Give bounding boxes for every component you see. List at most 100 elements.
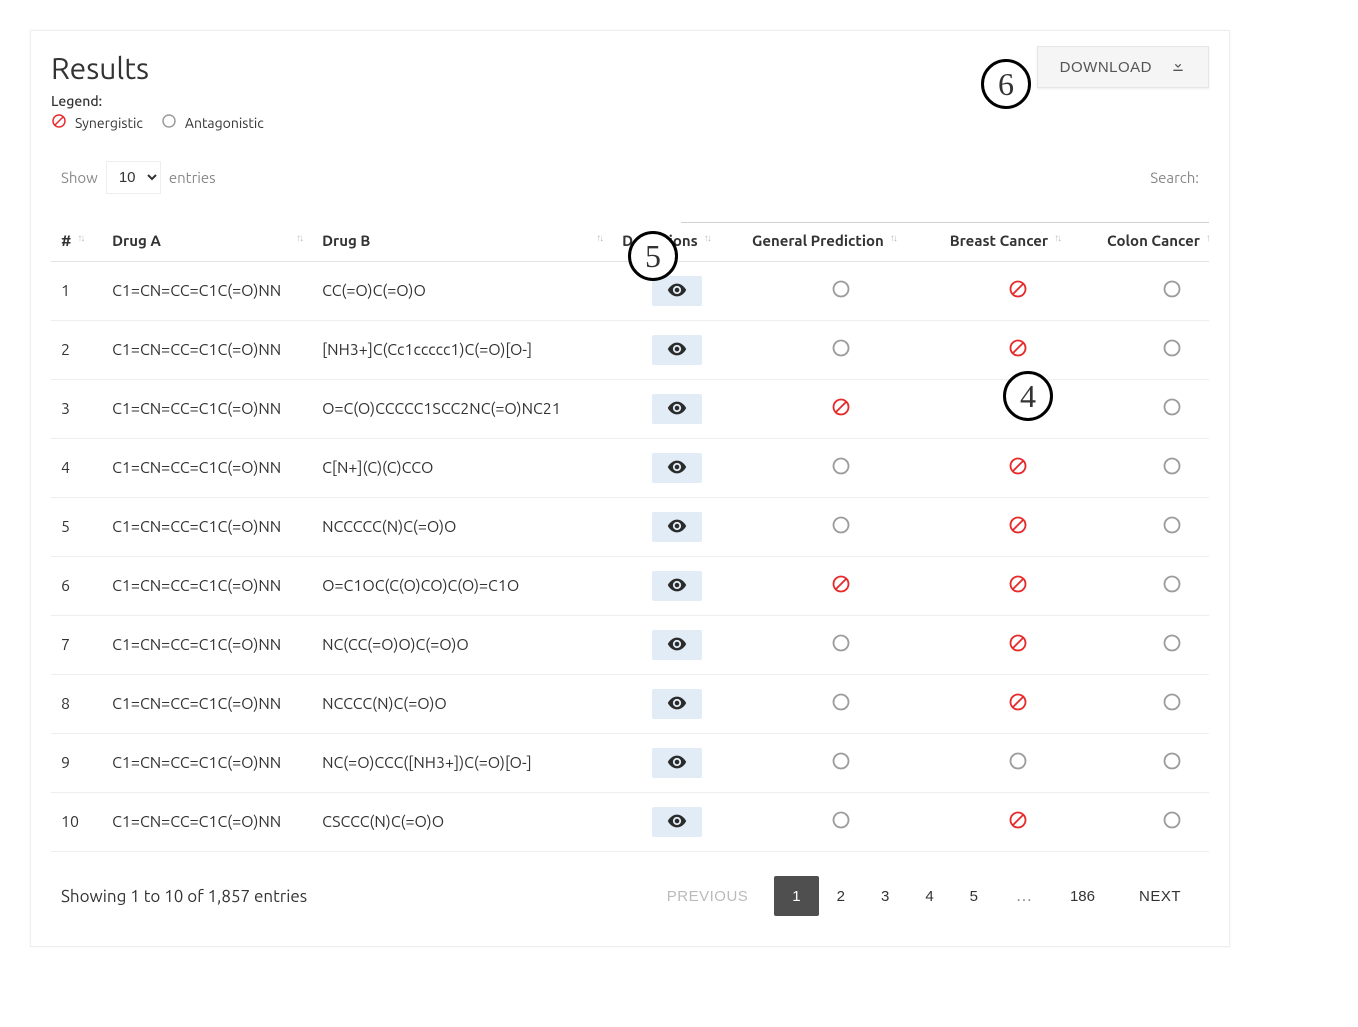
synergistic-icon xyxy=(831,574,851,594)
cell-index: 7 xyxy=(51,616,102,675)
antagonistic-icon xyxy=(831,751,851,771)
download-icon xyxy=(1170,57,1186,77)
antagonistic-icon xyxy=(1162,692,1182,712)
cell-colon xyxy=(1097,734,1209,793)
col-general[interactable]: General Prediction↑↓ xyxy=(742,222,940,262)
cell-colon xyxy=(1097,380,1209,439)
cell-general xyxy=(742,734,940,793)
page-1[interactable]: 1 xyxy=(774,876,818,916)
depiction-button[interactable] xyxy=(652,630,702,660)
col-drug-b[interactable]: Drug B↑↓ xyxy=(312,222,612,262)
cell-colon xyxy=(1097,498,1209,557)
cell-drug-b: C[N+](C)(C)CCO xyxy=(312,439,612,498)
next-button[interactable]: NEXT xyxy=(1121,876,1199,916)
antagonistic-icon xyxy=(1162,515,1182,535)
results-table: #↑↓ Drug A↑↓ Drug B↑↓ Depictions↑↓ Gener… xyxy=(51,222,1209,852)
antagonistic-icon xyxy=(831,338,851,358)
cell-colon xyxy=(1097,793,1209,852)
depiction-button[interactable] xyxy=(652,512,702,542)
synergistic-icon xyxy=(1008,279,1028,299)
legend-antagonistic: Antagonistic xyxy=(161,113,264,133)
cell-breast xyxy=(940,734,1097,793)
cell-index: 8 xyxy=(51,675,102,734)
cell-index: 1 xyxy=(51,262,102,321)
eye-icon xyxy=(666,574,688,599)
eye-icon xyxy=(666,338,688,363)
cell-breast xyxy=(940,675,1097,734)
cell-index: 10 xyxy=(51,793,102,852)
col-index[interactable]: #↑↓ xyxy=(51,222,102,262)
cell-drug-b: O=C(O)CCCCC1SCC2NC(=O)NC21 xyxy=(312,380,612,439)
cell-drug-b: NCCCC(N)C(=O)O xyxy=(312,675,612,734)
cell-index: 6 xyxy=(51,557,102,616)
table-row: 6C1=CN=CC=C1C(=O)NNO=C1OC(C(O)CO)C(O)=C1… xyxy=(51,557,1209,616)
cell-breast xyxy=(940,557,1097,616)
synergistic-icon xyxy=(1008,456,1028,476)
cell-general xyxy=(742,557,940,616)
search-label: Search: xyxy=(1150,169,1199,186)
cell-drug-a: C1=CN=CC=C1C(=O)NN xyxy=(102,262,312,321)
eye-icon xyxy=(666,515,688,540)
antagonistic-icon xyxy=(831,692,851,712)
cell-drug-b: NC(CC(=O)O)C(=O)O xyxy=(312,616,612,675)
page-title: Results xyxy=(51,51,149,85)
antagonistic-icon xyxy=(1008,751,1028,771)
callout-4: 4 xyxy=(1003,371,1053,421)
col-drug-a[interactable]: Drug A↑↓ xyxy=(102,222,312,262)
eye-icon xyxy=(666,397,688,422)
antagonistic-icon xyxy=(831,810,851,830)
callout-6: 6 xyxy=(981,59,1031,109)
cell-index: 5 xyxy=(51,498,102,557)
eye-icon xyxy=(666,692,688,717)
antagonistic-icon xyxy=(1162,810,1182,830)
table-row: 8C1=CN=CC=C1C(=O)NNNCCCC(N)C(=O)O xyxy=(51,675,1209,734)
cell-colon xyxy=(1097,557,1209,616)
cell-index: 3 xyxy=(51,380,102,439)
antagonistic-icon xyxy=(1162,279,1182,299)
depiction-button[interactable] xyxy=(652,453,702,483)
cell-general xyxy=(742,498,940,557)
table-row: 1C1=CN=CC=C1C(=O)NNCC(=O)C(=O)O xyxy=(51,262,1209,321)
antagonistic-icon xyxy=(1162,633,1182,653)
cell-colon xyxy=(1097,262,1209,321)
synergistic-icon xyxy=(1008,633,1028,653)
depiction-button[interactable] xyxy=(652,276,702,306)
page-last[interactable]: 186 xyxy=(1052,876,1113,916)
page-4[interactable]: 4 xyxy=(907,876,951,916)
cell-colon xyxy=(1097,675,1209,734)
cell-general xyxy=(742,380,940,439)
cell-drug-b: [NH3+]C(Cc1ccccc1)C(=O)[O-] xyxy=(312,321,612,380)
table-scroll[interactable]: #↑↓ Drug A↑↓ Drug B↑↓ Depictions↑↓ Gener… xyxy=(51,222,1209,852)
col-breast[interactable]: Breast Cancer↑↓ xyxy=(940,222,1097,262)
antagonistic-icon xyxy=(161,113,181,133)
prev-button[interactable]: PREVIOUS xyxy=(649,876,767,916)
callout-5: 5 xyxy=(628,231,678,281)
download-button[interactable]: DOWNLOAD xyxy=(1037,46,1209,88)
cell-breast xyxy=(940,498,1097,557)
page-2[interactable]: 2 xyxy=(819,876,863,916)
cell-drug-b: CC(=O)C(=O)O xyxy=(312,262,612,321)
page-3[interactable]: 3 xyxy=(863,876,907,916)
col-colon[interactable]: Colon Cancer↑↓ xyxy=(1097,222,1209,262)
depiction-button[interactable] xyxy=(652,335,702,365)
cell-index: 2 xyxy=(51,321,102,380)
legend: Legend: Synergistic Antagonistic xyxy=(51,93,1209,133)
cell-colon xyxy=(1097,321,1209,380)
depiction-button[interactable] xyxy=(652,807,702,837)
antagonistic-icon xyxy=(1162,456,1182,476)
depiction-button[interactable] xyxy=(652,689,702,719)
pagination: PREVIOUS 12345 … 186 NEXT xyxy=(649,876,1199,916)
table-row: 4C1=CN=CC=C1C(=O)NNC[N+](C)(C)CCO xyxy=(51,439,1209,498)
antagonistic-icon xyxy=(1162,397,1182,417)
cell-index: 4 xyxy=(51,439,102,498)
cell-drug-b: NCCCCC(N)C(=O)O xyxy=(312,498,612,557)
cell-colon xyxy=(1097,616,1209,675)
table-row: 7C1=CN=CC=C1C(=O)NNNC(CC(=O)O)C(=O)O xyxy=(51,616,1209,675)
depiction-button[interactable] xyxy=(652,394,702,424)
page-5[interactable]: 5 xyxy=(952,876,996,916)
synergistic-icon xyxy=(1008,810,1028,830)
entries-select[interactable]: 10 xyxy=(106,161,161,194)
table-row: 5C1=CN=CC=C1C(=O)NNNCCCCC(N)C(=O)O xyxy=(51,498,1209,557)
depiction-button[interactable] xyxy=(652,571,702,601)
depiction-button[interactable] xyxy=(652,748,702,778)
